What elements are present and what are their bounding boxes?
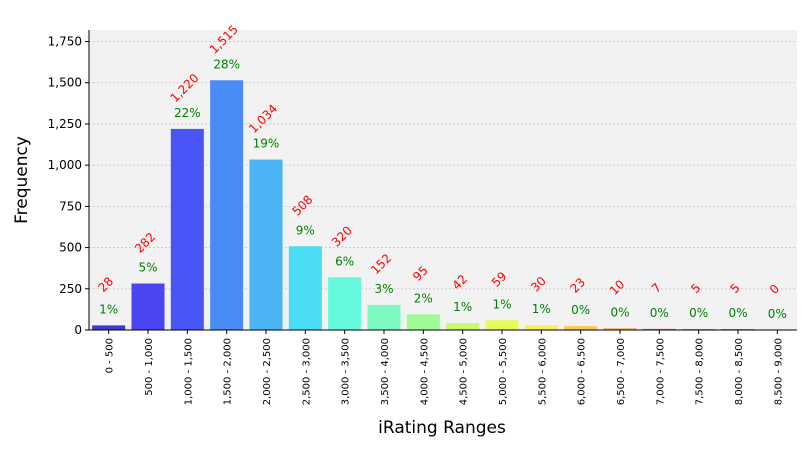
percent-label: 0%	[571, 303, 590, 317]
percent-label: 9%	[296, 223, 315, 237]
bar	[367, 304, 401, 330]
bar	[406, 314, 440, 330]
x-tick-label: 7,500 - 8,000	[695, 338, 706, 405]
y-tick-label: 1,500	[48, 76, 82, 90]
x-tick-label: 4,500 - 5,000	[459, 338, 470, 405]
y-tick-label: 0	[74, 323, 82, 337]
bar	[170, 128, 204, 330]
x-axis-ticks: 0 - 500 500 - 1,000 1,000 - 1,500 1,500 - 2…	[105, 330, 784, 405]
x-tick-label: 5,000 - 5,500	[498, 338, 509, 405]
x-tick-label: 1,000 - 1,500	[183, 338, 194, 405]
percent-label: 1%	[453, 300, 472, 314]
percent-label: 0%	[768, 307, 787, 321]
percent-label: 22%	[174, 106, 201, 120]
x-tick-label: 3,000 - 3,500	[341, 338, 352, 405]
percent-label: 5%	[138, 261, 157, 275]
bar	[485, 320, 519, 330]
x-tick-label: 4,000 - 4,500	[419, 338, 430, 405]
x-tick-label: 6,500 - 7,000	[616, 338, 627, 405]
percent-label: 6%	[335, 254, 354, 268]
x-tick-label: 6,000 - 6,500	[577, 338, 588, 405]
y-axis-ticks: 0 250 500 750 1,000 1,250 1,500 1,750	[48, 35, 89, 337]
percent-label: 0%	[650, 306, 669, 320]
y-tick-label: 250	[59, 282, 82, 296]
x-tick-label: 2,000 - 2,500	[262, 338, 273, 405]
x-tick-label: 5,500 - 6,000	[537, 338, 548, 405]
x-tick-label: 500 - 1,000	[144, 338, 155, 396]
y-tick-label: 1,000	[48, 158, 82, 172]
bar	[603, 328, 637, 330]
y-tick-label: 1,250	[48, 117, 82, 131]
x-tick-label: 8,000 - 8,500	[734, 338, 745, 405]
percent-label: 28%	[213, 57, 240, 71]
bar	[210, 80, 244, 331]
bar	[92, 325, 126, 330]
y-tick-label: 1,750	[48, 35, 82, 49]
bar	[642, 328, 676, 330]
plot-background	[89, 30, 797, 330]
percent-label: 19%	[253, 137, 280, 151]
x-tick-label: 8,500 - 9,000	[773, 338, 784, 405]
x-tick-label: 7,000 - 7,500	[655, 338, 666, 405]
percent-label: 3%	[374, 282, 393, 296]
percent-label: 2%	[414, 291, 433, 305]
percent-label: 1%	[99, 302, 118, 316]
percent-label: 0%	[689, 306, 708, 320]
x-tick-label: 0 - 500	[105, 338, 116, 373]
x-axis-title: iRating Ranges	[378, 418, 506, 438]
bar	[328, 277, 362, 330]
bar	[249, 159, 283, 330]
percent-label: 1%	[492, 297, 511, 311]
y-tick-label: 750	[59, 199, 82, 213]
percent-label: 1%	[532, 302, 551, 316]
bar	[288, 246, 322, 330]
percent-label: 0%	[728, 306, 747, 320]
bars-group	[92, 80, 755, 331]
bar	[524, 325, 558, 330]
x-tick-label: 2,500 - 3,000	[301, 338, 312, 405]
x-tick-label: 3,500 - 4,000	[380, 338, 391, 405]
y-tick-label: 500	[59, 241, 82, 255]
bar	[564, 326, 598, 330]
percent-label: 0%	[610, 305, 629, 319]
y-axis-title: Frequency	[12, 136, 32, 224]
x-tick-label: 1,500 - 2,000	[223, 338, 234, 405]
bar	[446, 323, 480, 330]
bar	[131, 283, 165, 330]
